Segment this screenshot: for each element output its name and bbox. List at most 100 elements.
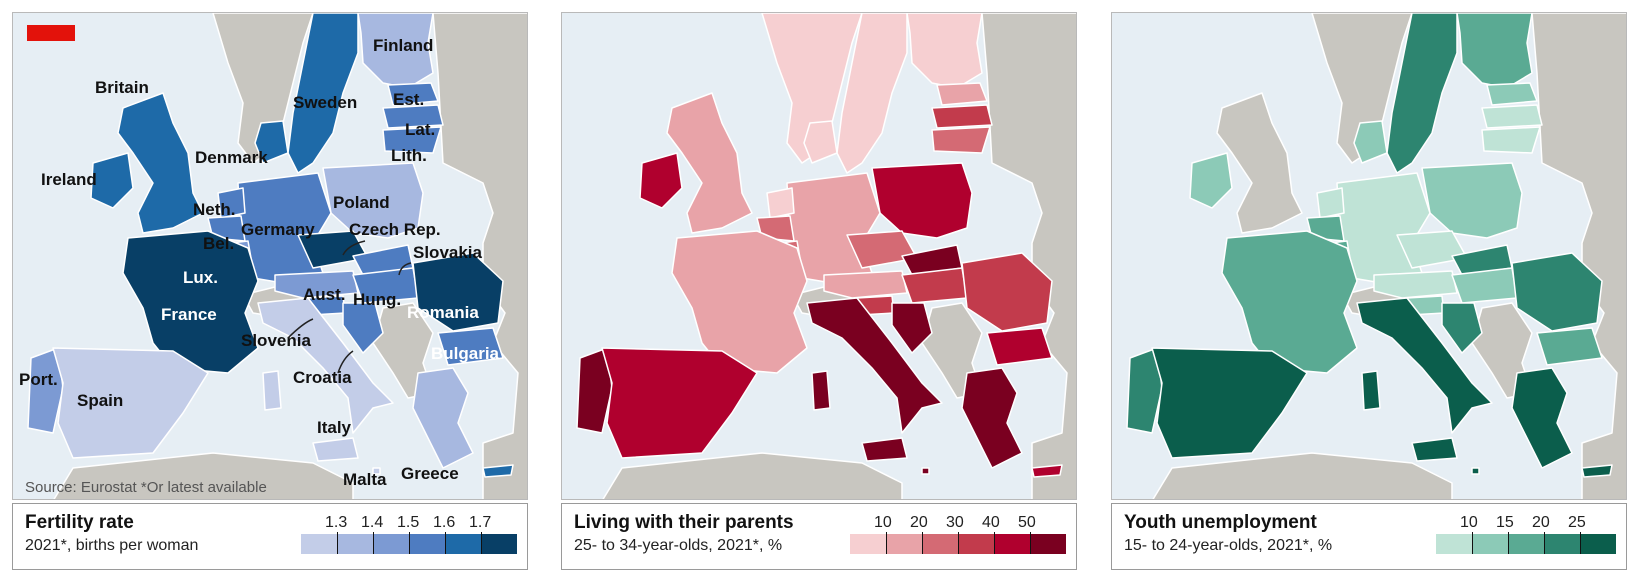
region-croatia: [342, 302, 384, 354]
scale-bar: [1436, 534, 1616, 554]
region-netherlands: [1316, 187, 1345, 219]
scale-swatch: [445, 534, 481, 554]
scale-tick-label: 40: [982, 514, 1000, 531]
region-denmark: [254, 120, 289, 164]
label-greece: Greece: [401, 464, 459, 483]
source-note: Source: Eurostat *Or latest available: [25, 479, 267, 496]
scale-swatch: [850, 534, 886, 554]
fertility-map-svg: Finland Britain Sweden Est. Lat. Denmark Lith.…: [13, 13, 527, 499]
region-italy: [806, 297, 943, 434]
region-lithuania: [382, 126, 442, 154]
region-cyprus: [482, 464, 514, 478]
region-denmark: [1353, 120, 1388, 164]
region-greece: [961, 367, 1023, 469]
legend-title: Youth unemployment: [1124, 512, 1317, 533]
region-romania: [412, 252, 504, 332]
region-sicily: [312, 437, 359, 462]
scale-swatch: [1030, 534, 1066, 554]
scale-swatch: [409, 534, 445, 554]
label-croatia: Croatia: [293, 368, 352, 387]
scale-tick-label: 1.5: [397, 514, 420, 531]
scale-tick-label: 10: [874, 514, 892, 531]
label-malta: Malta: [343, 470, 387, 489]
label-bel: Bel.: [203, 234, 234, 253]
unemployment-map: [1111, 12, 1627, 500]
region-romania: [961, 252, 1053, 332]
region-bulgaria: [1536, 327, 1603, 366]
region-poland: [1421, 162, 1523, 239]
label-czech: Czech Rep.: [349, 220, 441, 239]
leader-arrow: [398, 262, 412, 276]
legend-title: Fertility rate: [25, 512, 134, 533]
region-cyprus: [1031, 464, 1063, 478]
region-austria: [823, 270, 908, 299]
region-bulgaria: [986, 327, 1053, 366]
label-lux: Lux.: [183, 268, 218, 287]
leader-arrow: [287, 318, 314, 339]
region-lithuania: [1481, 126, 1541, 154]
region-sardinia: [1361, 370, 1381, 411]
region-sweden: [287, 13, 359, 174]
scale-swatch: [994, 534, 1030, 554]
region-denmark: [803, 120, 838, 164]
region-bg-africa: [602, 452, 903, 499]
label-romania: Romania: [407, 303, 479, 322]
leader-arrow: [337, 350, 354, 374]
region-ireland: [639, 152, 683, 209]
legend-subtitle: 15- to 24-year-olds, 2021*, %: [1124, 537, 1333, 554]
scale-swatch: [481, 534, 517, 554]
region-hungary: [901, 267, 968, 304]
label-lat: Lat.: [405, 120, 435, 139]
scale-swatch: [1436, 534, 1472, 554]
label-slovakia: Slovakia: [413, 243, 483, 262]
scale-tick-mark: [1580, 532, 1581, 554]
label-slovenia: Slovenia: [241, 331, 311, 350]
region-estonia: [387, 82, 439, 106]
fertility-legend: Fertility rate 2021*, births per woman 1…: [12, 503, 528, 570]
unemployment-legend: Youth unemployment 15- to 24-year-olds, …: [1111, 503, 1627, 570]
leader-arrow: [342, 240, 366, 256]
region-latvia: [1481, 104, 1543, 129]
scale-tick-mark: [373, 532, 374, 554]
label-italy: Italy: [317, 418, 352, 437]
scale-tick-mark: [886, 532, 887, 554]
region-austria: [274, 270, 359, 299]
panel-parents: Living with their parents 25- to 34-year…: [561, 12, 1077, 572]
label-hung: Hung.: [353, 290, 401, 309]
region-britain: [117, 92, 204, 234]
label-lith: Lith.: [391, 146, 427, 165]
region-poland: [322, 162, 424, 239]
scale-bar: [301, 534, 517, 554]
legend-title: Living with their parents: [574, 512, 794, 533]
fertility-map: Finland Britain Sweden Est. Lat. Denmark Lith.…: [12, 12, 528, 500]
region-poland: [871, 162, 973, 239]
legend-subtitle: 2021*, births per woman: [25, 537, 199, 554]
scale-tick-mark: [481, 532, 482, 554]
region-malta: [372, 467, 381, 475]
unemployment-map-svg: [1112, 13, 1626, 499]
scale-tick-mark: [337, 532, 338, 554]
label-sweden: Sweden: [293, 93, 357, 112]
region-britain: [666, 92, 753, 234]
legend-subtitle: 25- to 34-year-olds, 2021*, %: [574, 537, 783, 554]
region-malta: [921, 467, 930, 475]
region-ireland: [90, 152, 134, 209]
scale-tick-mark: [922, 532, 923, 554]
scale-tick-mark: [1030, 532, 1031, 554]
region-sardinia: [811, 370, 831, 411]
scale-swatch: [922, 534, 958, 554]
region-bulgaria: [437, 327, 504, 366]
region-italy: [1356, 297, 1493, 434]
panel-fertility: Finland Britain Sweden Est. Lat. Denmark Lith.…: [12, 12, 528, 572]
region-france: [1221, 230, 1358, 374]
scale-tick-mark: [445, 532, 446, 554]
scale-tick-mark: [1472, 532, 1473, 554]
scale-tick-label: 30: [946, 514, 964, 531]
region-sardinia: [262, 370, 282, 411]
region-malta: [1471, 467, 1480, 475]
scale-tick-label: 1.7: [469, 514, 492, 531]
scale-tick-mark: [1544, 532, 1545, 554]
region-sweden: [1386, 13, 1458, 174]
scale-swatch: [1580, 534, 1616, 554]
region-bg-africa: [1152, 452, 1453, 499]
